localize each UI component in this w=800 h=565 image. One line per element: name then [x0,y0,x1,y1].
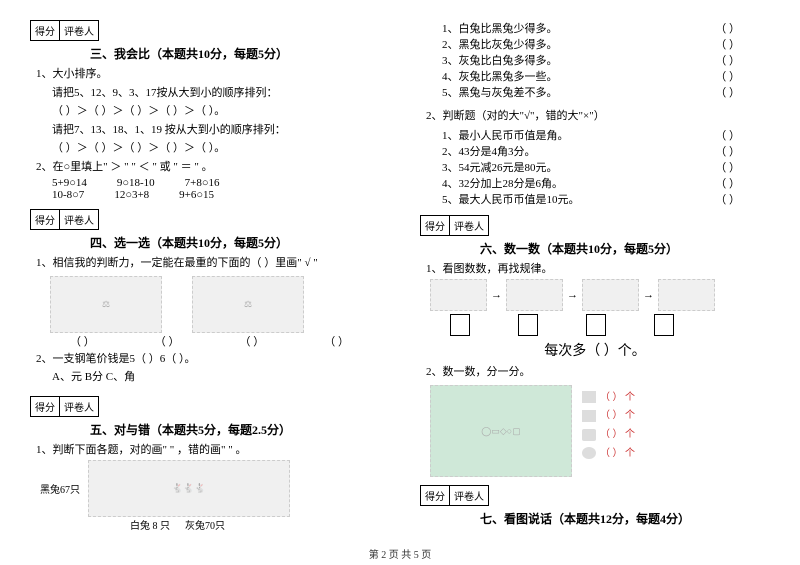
reviewer-label: 评卷人 [60,21,98,40]
judge2-item: 3、54元减26元是80元。 [442,159,558,175]
q4-2: 2、一支钢笔价钱是5（ ）6（ ）。 [36,351,380,368]
compare-item: 10-8○7 [52,189,84,201]
plate-image [582,279,639,311]
q6-1: 1、看图数数，再找规律。 [426,261,770,278]
judge-item: 5、黑兔与灰兔差不多。 [442,84,558,100]
q3-1b-blank: （ ）＞（ ）＞（ ）＞（ ）＞（ ）。 [52,140,380,157]
compare-item: 9○18-10 [117,177,155,189]
section-7-title: 七、看图说话（本题共12分，每题4分） [480,510,770,527]
count-paren: （ ） 个 [600,448,635,459]
paren: （ ） [715,20,740,36]
q3-1a: 请把5、12、9、3、17按从大到小的顺序排列： [52,85,380,102]
gray-rabbit-label: 灰兔70只 [185,521,225,532]
q5b-2: 2、判断题（对的大"√"，错的大"×"） [426,108,770,125]
paren: （ ） [70,333,95,349]
judge-item: 2、黑兔比灰兔少得多。 [442,36,558,52]
score-box: 得分 评卷人 [420,485,489,506]
balance-image-2: ⚖ [192,276,304,333]
q5-1: 1、判断下面各题，对的画" " ，错的画" " 。 [36,442,380,459]
q3-1: 1、大小排序。 [36,66,380,83]
section-3-title: 三、我会比（本题共10分，每题5分） [90,45,380,62]
count-paren: （ ） 个 [600,392,635,403]
section-5-title: 五、对与错（本题共5分，每题2.5分） [90,421,380,438]
count-paren: （ ） 个 [600,410,635,421]
paren: （ ） [715,127,740,143]
count-box [654,314,674,336]
q3-1a-blank: （ ）＞（ ）＞（ ）＞（ ）＞（ ）。 [52,103,380,120]
plate-image [506,279,563,311]
judge2-item: 1、最小人民币币值是角。 [442,127,569,143]
section-4-title: 四、选一选（本题共10分，每题5分） [90,234,380,251]
cuboid-icon [582,391,596,403]
paren: （ ） [715,191,740,207]
black-rabbit-label: 黑兔67只 [40,481,80,496]
paren: （ ） [324,333,349,349]
paren: （ ） [155,333,180,349]
sphere-icon [582,447,596,459]
score-label: 得分 [31,21,60,40]
rabbits-image: 🐇🐇🐇 [88,460,290,517]
cylinder-icon [582,429,596,441]
score-box: 得分 评卷人 [30,209,99,230]
q4-1: 1、相信我的判断力，一定能在最重的下面的（ ）里画" √ " [36,255,380,272]
count-box [450,314,470,336]
shapes-image: ◯▭◇○▢ [430,385,572,477]
page-footer: 第 2 页 共 5 页 [0,546,800,561]
section-6-title: 六、数一数（本题共10分，每题5分） [480,240,770,257]
score-box: 得分 评卷人 [420,215,489,236]
judge2-item: 2、43分是4角3分。 [442,143,536,159]
q6-2: 2、数一数，分一分。 [426,364,770,381]
judge-item: 3、灰兔比白兔多得多。 [442,52,558,68]
score-box: 得分 评卷人 [30,396,99,417]
plate-image [430,279,487,311]
count-paren: （ ） 个 [600,429,635,440]
white-rabbit-label: 白兔 8 只 [130,521,170,532]
plate-image [658,279,715,311]
judge2-item: 4、32分加上28分是6角。 [442,175,563,191]
compare-item: 5+9○14 [52,177,87,189]
judge2-item: 5、最大人民币币值是10元。 [442,191,580,207]
count-box [518,314,538,336]
count-box [586,314,606,336]
paren: （ ） [715,36,740,52]
q3-1b: 请把7、13、18、1、19 按从大到小的顺序排列： [52,122,380,139]
compare-item: 7+8○16 [185,177,220,189]
judge-item: 4、灰兔比黑兔多一些。 [442,68,558,84]
paren: （ ） [240,333,265,349]
pattern-text: 每次多（ ）个。 [420,340,770,360]
q3-2: 2、在○里填上" ＞ " " ＜ " 或 " ＝ " 。 [36,159,380,176]
paren: （ ） [715,175,740,191]
paren: （ ） [715,159,740,175]
balance-image-1: ⚖ [50,276,162,333]
shape-count-list: （ ） 个 （ ） 个 （ ） 个 （ ） 个 [582,385,635,477]
paren: （ ） [715,84,740,100]
q4-2-opts: A、元 B分 C、角 [52,369,380,386]
compare-item: 9+6○15 [179,189,214,201]
paren: （ ） [715,143,740,159]
paren: （ ） [715,52,740,68]
paren: （ ） [715,68,740,84]
judge-item: 1、白兔比黑兔少得多。 [442,20,558,36]
score-box: 得分 评卷人 [30,20,99,41]
compare-item: 12○3+8 [114,189,149,201]
cube-icon [582,410,596,422]
